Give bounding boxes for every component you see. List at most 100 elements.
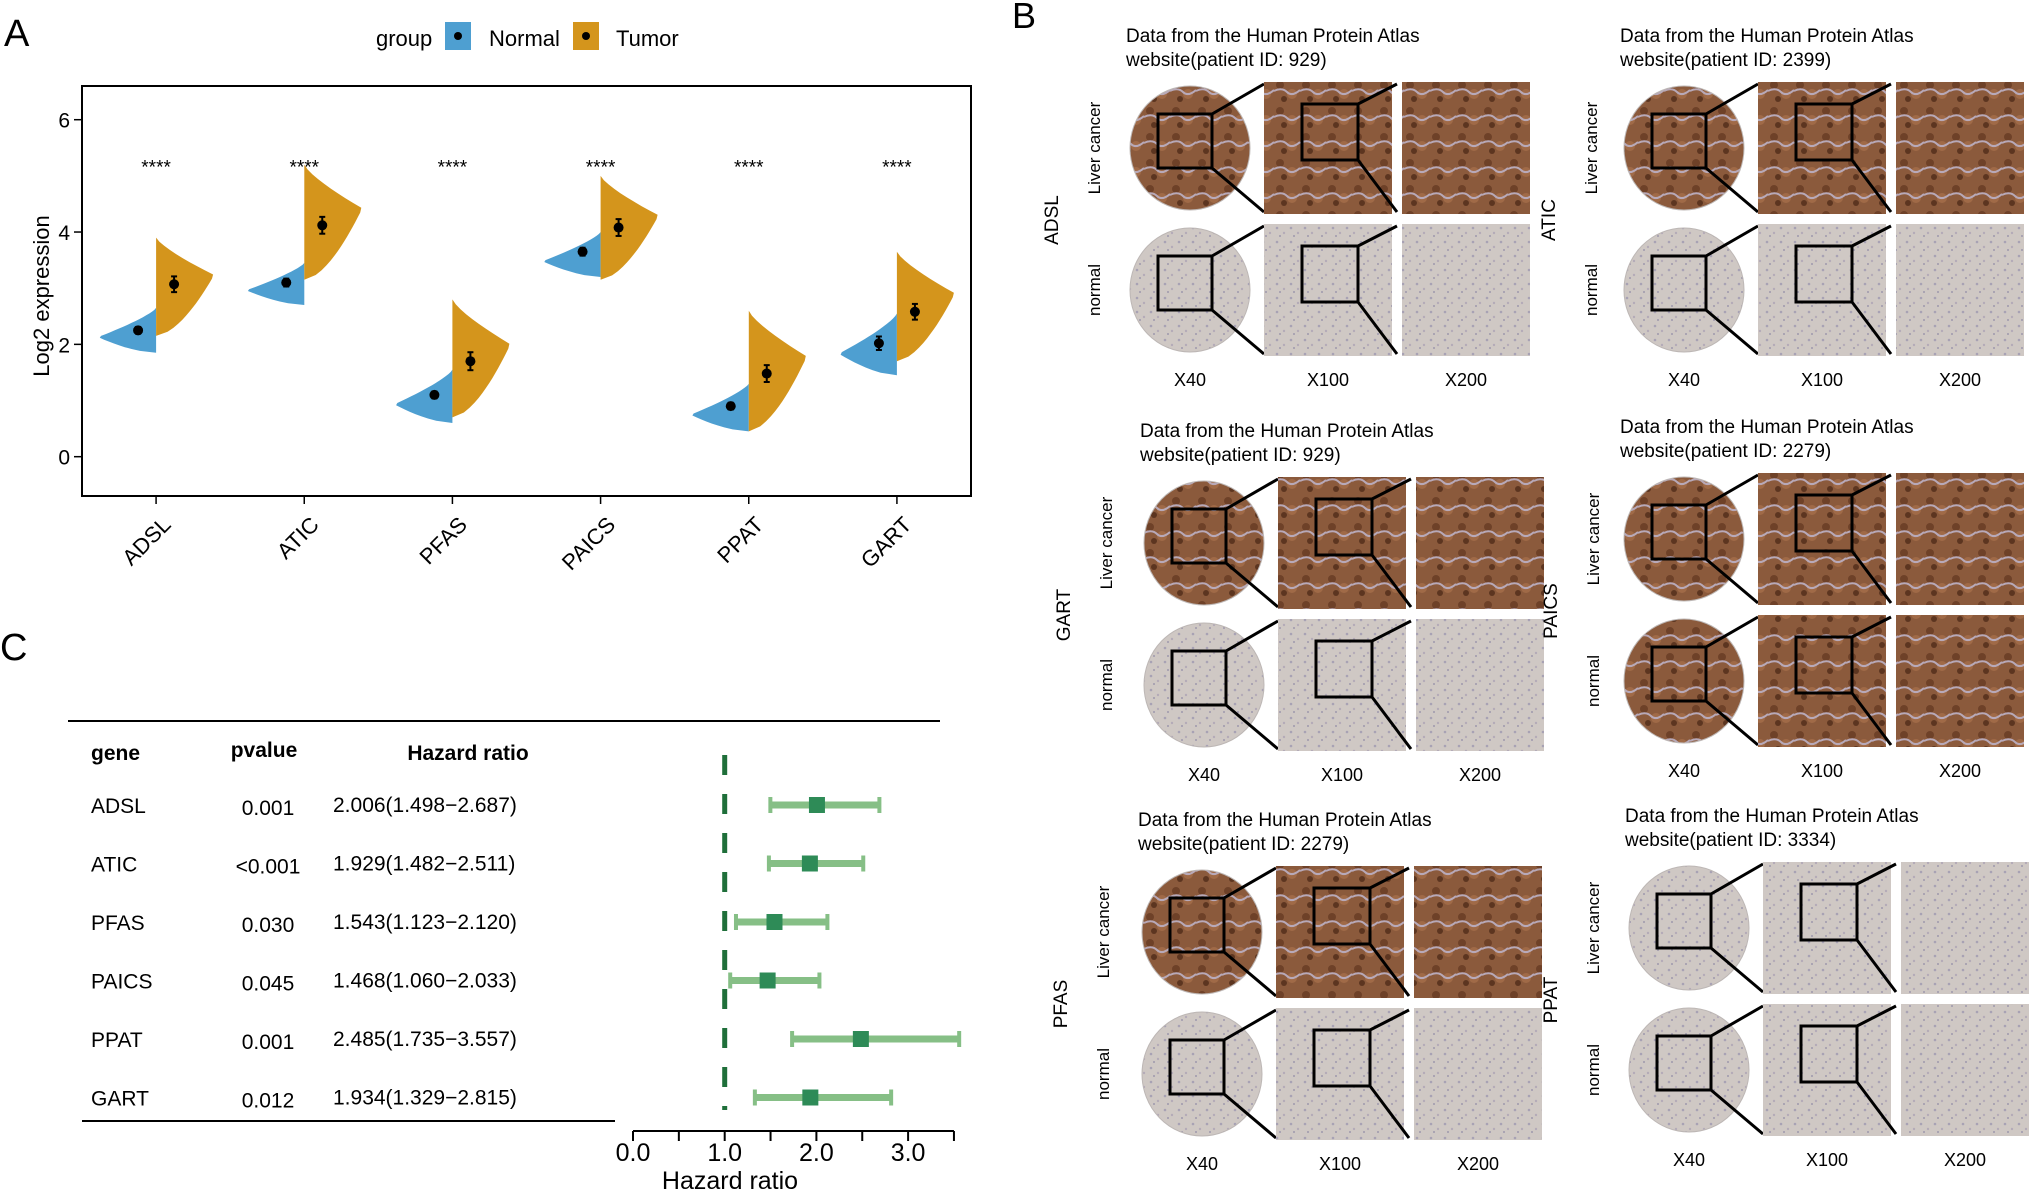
magnification-label: X200 — [1939, 370, 1981, 390]
zoom-connector — [1851, 82, 1892, 106]
x-tick-label: 3.0 — [891, 1139, 926, 1167]
x-tick-label: ATIC — [272, 512, 324, 564]
source-line-1: Data from the Human Protein Atlas — [1138, 810, 1432, 831]
gene-cell: PAICS — [91, 971, 152, 994]
tumor-violin — [600, 175, 658, 280]
legend-normal-dot — [454, 32, 462, 40]
hazard-ratio-cell: 1.929(1.482−2.511) — [333, 853, 515, 876]
tissue-tile-x100 — [1758, 224, 1886, 356]
legend-tumor-label: Tumor — [616, 26, 679, 51]
gene-cell: PFAS — [91, 912, 145, 935]
pvalue-cell: <0.001 — [236, 856, 301, 879]
tissue-tile-x100 — [1758, 473, 1886, 605]
panel-a-marks: 0 2 4 6 ADSL **** ATIC **** PFAS **** PAICS **** PPA… — [58, 110, 954, 575]
magnification-label: X40 — [1188, 765, 1220, 785]
ihc-block-atic: Data from the Human Protein Atlas website… — [1539, 26, 2024, 390]
legend: group Normal Tumor — [376, 22, 679, 51]
zoom-connector — [1855, 1081, 1898, 1135]
normal-row-label: normal — [1584, 655, 1603, 707]
tissue-core-x40 — [1143, 480, 1265, 606]
normal-mean-point — [873, 338, 884, 349]
tissue-tile-x200 — [1896, 82, 2024, 214]
gene-cell: PPAT — [91, 1029, 143, 1052]
tissue-tile-x100 — [1264, 224, 1392, 356]
zoom-connector — [1357, 82, 1398, 106]
magnification-label: X40 — [1668, 761, 1700, 781]
zoom-connector — [1370, 554, 1413, 608]
source-line-2: website(patient ID: 929) — [1125, 50, 1327, 71]
zoom-connector — [1705, 82, 1759, 116]
zoom-connector — [1370, 696, 1413, 750]
x-tick-label: PPAT — [712, 512, 768, 568]
magnification-label: X100 — [1307, 370, 1349, 390]
zoom-connector — [1369, 866, 1410, 890]
zoom-connector — [1705, 473, 1759, 507]
tissue-tile-x100 — [1276, 1008, 1404, 1140]
magnification-label: X200 — [1459, 765, 1501, 785]
gene-label: ADSL — [1042, 195, 1063, 245]
tissue-tile-x200 — [1896, 224, 2024, 356]
ihc-block-ppat: Data from the Human Protein Atlas website… — [1541, 806, 2029, 1170]
ihc-block-paics: Data from the Human Protein Atlas website… — [1541, 417, 2024, 781]
zoom-box — [1794, 493, 1854, 553]
zoom-connector — [1223, 1008, 1277, 1042]
liver-cancer-row-label: Liver cancer — [1094, 885, 1113, 978]
magnification-label: X40 — [1673, 1150, 1705, 1170]
zoom-box — [1156, 254, 1214, 312]
zoom-connector — [1851, 473, 1892, 497]
significance-label: **** — [438, 158, 468, 179]
zoom-connector — [1368, 943, 1411, 997]
tissue-core-x40 — [1623, 618, 1745, 744]
tumor-mean-point — [613, 222, 624, 233]
tumor-mean-point — [169, 279, 180, 290]
normal-violin — [99, 307, 157, 353]
liver-cancer-row-label: Liver cancer — [1097, 496, 1116, 589]
zoom-connector — [1856, 1004, 1897, 1028]
tissue-tile-x200 — [1414, 866, 1542, 998]
zoom-box — [1650, 254, 1708, 312]
source-line-1: Data from the Human Protein Atlas — [1625, 806, 1919, 827]
zoom-connector — [1223, 1092, 1277, 1140]
y-tick-label: 4 — [58, 222, 70, 245]
magnification-label: X100 — [1801, 370, 1843, 390]
tissue-tile-x100 — [1763, 1004, 1891, 1136]
tissue-core-x40 — [1143, 622, 1265, 748]
zoom-connector — [1850, 692, 1893, 746]
panel-b-label: B — [1012, 0, 1036, 36]
tissue-core-x40 — [1623, 85, 1745, 211]
liver-cancer-row-label: Liver cancer — [1584, 492, 1603, 585]
zoom-box — [1650, 112, 1708, 170]
zoom-connector — [1710, 862, 1764, 896]
zoom-connector — [1368, 1085, 1411, 1139]
panel-c-label: C — [0, 627, 27, 669]
legend-normal-label: Normal — [489, 26, 560, 51]
ihc-block-pfas: Data from the Human Protein Atlas website… — [1051, 810, 1542, 1174]
normal-row-label: normal — [1085, 264, 1104, 316]
zoom-box — [1170, 649, 1228, 707]
tumor-violin — [452, 299, 510, 418]
zoom-connector — [1225, 561, 1279, 609]
tissue-tile-x200 — [1901, 1004, 2029, 1136]
gene-label: PAICS — [1541, 583, 1562, 639]
zoom-connector — [1850, 550, 1893, 604]
normal-mean-point — [429, 389, 440, 400]
zoom-connector — [1851, 224, 1892, 248]
x-tick-label: 2.0 — [799, 1139, 834, 1167]
hr-point — [759, 972, 776, 989]
gene-label: GART — [1054, 588, 1075, 641]
x-tick-label: PAICS — [557, 512, 620, 575]
zoom-box — [1794, 635, 1854, 695]
ihc-block-adsl: Data from the Human Protein Atlas website… — [1042, 26, 1530, 390]
normal-mean-point — [725, 401, 736, 412]
source-line-2: website(patient ID: 929) — [1139, 445, 1341, 466]
tumor-mean-point — [761, 368, 772, 379]
zoom-box — [1312, 886, 1372, 946]
pvalue-cell: 0.001 — [242, 797, 295, 820]
plot-a-frame — [81, 85, 972, 497]
zoom-connector — [1211, 166, 1265, 214]
zoom-box — [1655, 1034, 1713, 1092]
zoom-box — [1300, 244, 1360, 304]
zoom-box — [1314, 497, 1374, 557]
zoom-connector — [1705, 308, 1759, 356]
zoom-box — [1312, 1028, 1372, 1088]
